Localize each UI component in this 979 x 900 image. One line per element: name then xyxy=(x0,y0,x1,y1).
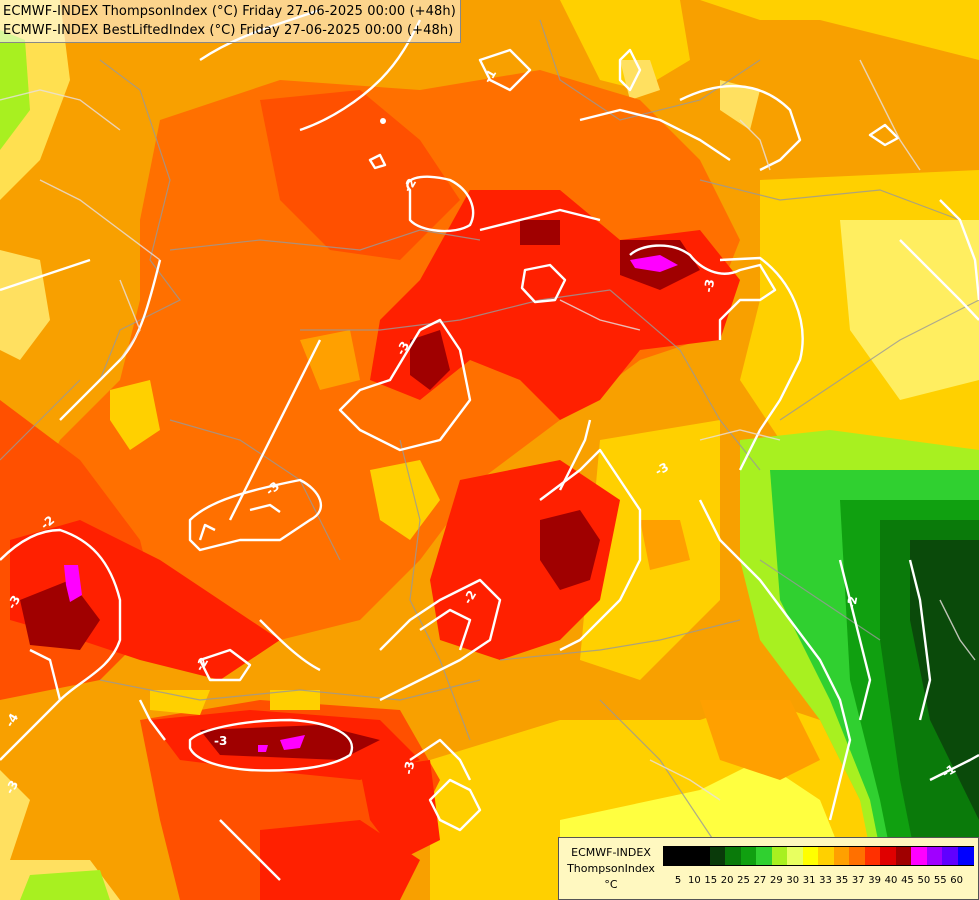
legend-swatch xyxy=(911,846,927,866)
map-title: ECMWF-INDEX ThompsonIndex (°C) Friday 27… xyxy=(0,0,461,43)
legend-swatch xyxy=(880,846,896,866)
legend-swatch xyxy=(709,846,726,866)
legend-tick: 29 xyxy=(769,875,783,886)
legend-tick: 60 xyxy=(950,875,963,886)
legend-swatch xyxy=(694,846,710,866)
contour-label: -3 xyxy=(653,460,672,479)
contour-label: -3 xyxy=(701,278,717,294)
contour-label: -1 xyxy=(480,67,499,86)
color-legend: ECMWF-INDEX ThompsonIndex °C 5 10 15 20 25 27… xyxy=(558,837,979,900)
legend-tick: 50 xyxy=(917,875,931,886)
legend-swatch xyxy=(725,846,741,866)
legend-tick: 25 xyxy=(737,875,750,886)
legend-tick: 39 xyxy=(868,875,882,886)
contour-label: -3 xyxy=(2,778,21,797)
contour-label: -2 xyxy=(192,655,211,674)
contour-label: -2 xyxy=(844,595,860,611)
legend-tick: 37 xyxy=(851,875,865,886)
contour-label: -3 xyxy=(393,339,412,358)
legend-swatch xyxy=(740,846,757,866)
legend-swatch xyxy=(833,846,850,866)
legend-swatch xyxy=(756,846,772,866)
legend-tick: 20 xyxy=(720,875,734,886)
legend-swatch xyxy=(678,846,695,866)
contour-label: -2 xyxy=(400,176,419,195)
legend-swatch xyxy=(942,846,958,866)
legend-swatch xyxy=(802,846,819,866)
legend-tick: 31 xyxy=(802,875,816,886)
legend-swatch xyxy=(771,846,788,866)
legend-model: ECMWF-INDEX xyxy=(571,846,651,859)
legend-tick: 30 xyxy=(786,875,800,886)
legend-swatch xyxy=(957,846,974,866)
title-line-thompson: ECMWF-INDEX ThompsonIndex (°C) Friday 27… xyxy=(3,4,456,19)
legend-swatch xyxy=(663,846,679,866)
legend-parameter: ThompsonIndex xyxy=(567,862,655,875)
legend-swatch xyxy=(849,846,865,866)
legend-tick: 27 xyxy=(753,875,767,886)
title-line-lifted: ECMWF-INDEX BestLiftedIndex (°C) Friday … xyxy=(3,23,454,38)
contour-label: -3 xyxy=(214,734,227,748)
legend-tick: 15 xyxy=(704,875,718,886)
legend-swatch xyxy=(818,846,834,866)
legend-tick: 10 xyxy=(688,875,701,886)
contour-label: -3 xyxy=(4,593,23,612)
legend-tick: 35 xyxy=(835,875,849,886)
legend-tick: 40 xyxy=(884,875,898,886)
legend-tick: 55 xyxy=(933,875,947,886)
legend-swatch xyxy=(926,846,943,866)
legend-unit: °C xyxy=(604,878,618,891)
legend-swatch xyxy=(895,846,912,866)
contour-label: -4 xyxy=(2,711,21,730)
legend-tick: 5 xyxy=(674,875,682,886)
contour-label: -1 xyxy=(940,762,959,781)
contour-label: -2 xyxy=(460,588,479,607)
legend-swatch xyxy=(787,846,803,866)
legend-tick: 45 xyxy=(901,875,914,886)
legend-swatch xyxy=(864,846,881,866)
legend-tick: 33 xyxy=(819,875,832,886)
contour-label: -3 xyxy=(401,760,417,776)
